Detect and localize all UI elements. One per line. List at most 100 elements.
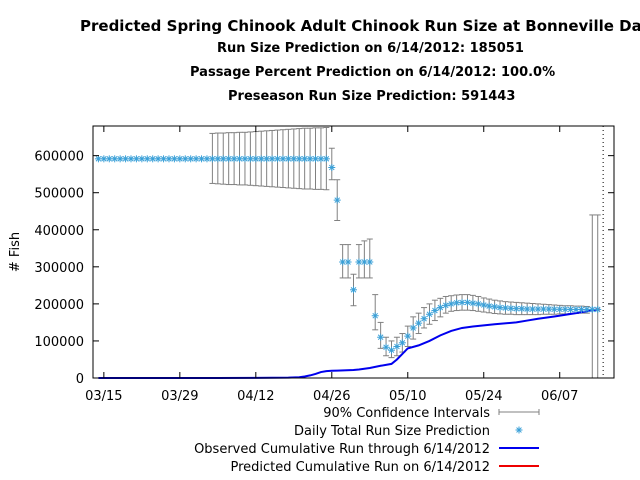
prediction-point <box>132 155 140 163</box>
star-stroke <box>524 306 530 312</box>
star-stroke <box>394 343 400 350</box>
star-stroke <box>432 307 438 314</box>
y-tick-label: 0 <box>76 372 84 387</box>
star-stroke <box>426 311 433 318</box>
star-stroke <box>459 299 465 306</box>
prediction-point <box>561 305 569 313</box>
star-stroke <box>448 301 454 307</box>
star-stroke <box>106 156 113 162</box>
star-stroke <box>442 302 449 309</box>
star-stroke <box>556 306 563 313</box>
prediction-point <box>328 164 336 172</box>
star-stroke <box>508 305 514 312</box>
preseason-subtitle: Preseason Run Size Prediction: 591443 <box>228 89 516 104</box>
star-stroke <box>584 306 590 313</box>
prediction-point <box>387 346 395 354</box>
star-stroke <box>95 156 102 162</box>
prediction-point <box>333 196 341 204</box>
star-stroke <box>334 197 341 203</box>
star-stroke <box>578 306 585 313</box>
prediction-point <box>257 155 265 163</box>
y-axis-label: # Fish <box>8 232 23 272</box>
y-tick-label: 500000 <box>34 187 84 202</box>
star-stroke <box>594 306 601 313</box>
star-stroke <box>171 156 178 162</box>
star-stroke <box>187 156 194 162</box>
prediction-point <box>165 155 173 163</box>
star-stroke <box>589 306 596 313</box>
x-tick-label: 04/12 <box>237 389 274 404</box>
star-stroke <box>323 156 330 162</box>
y-tick-label: 300000 <box>34 261 84 276</box>
y-tick-label: 600000 <box>34 150 84 165</box>
star-stroke <box>198 156 205 162</box>
star-stroke <box>144 156 151 162</box>
legend-label: Observed Cumulative Run through 6/14/201… <box>194 442 490 457</box>
star-stroke <box>285 156 292 162</box>
star-stroke <box>513 305 520 312</box>
prediction-point <box>474 300 482 308</box>
prediction-point <box>404 332 412 340</box>
prediction-point <box>284 155 292 163</box>
prediction-point <box>350 286 357 294</box>
prediction-point <box>398 339 406 347</box>
prediction-point <box>431 307 439 315</box>
plot-frame <box>92 125 615 379</box>
star-stroke <box>497 304 503 311</box>
star-stroke <box>177 156 183 162</box>
prediction-point <box>425 310 433 318</box>
star-stroke <box>502 305 509 311</box>
star-stroke <box>296 156 303 162</box>
star-stroke <box>312 156 319 162</box>
star-stroke <box>269 156 275 162</box>
star-stroke <box>328 164 335 171</box>
prediction-point <box>491 303 499 311</box>
star-stroke <box>101 156 107 162</box>
prediction-point <box>594 305 602 313</box>
star-stroke <box>166 156 172 162</box>
star-stroke <box>573 306 579 313</box>
star-stroke <box>518 305 525 312</box>
legend-label: 90% Confidence Intervals <box>323 406 490 421</box>
axes-layer: 0 100000 200000 300000 400000 500000 600000 03/… <box>34 125 615 404</box>
star-stroke <box>301 156 308 162</box>
prediction-point <box>420 315 428 323</box>
star-stroke <box>421 315 427 322</box>
x-tick-label: 04/26 <box>313 389 350 404</box>
prediction-point <box>415 319 423 327</box>
y-tick-label: 100000 <box>34 335 84 350</box>
star-stroke <box>491 304 498 310</box>
star-stroke <box>236 156 243 162</box>
prediction-point <box>409 324 417 332</box>
prediction-point <box>480 301 488 309</box>
star-stroke <box>339 259 346 265</box>
prediction-point <box>263 155 271 163</box>
star-stroke <box>139 156 145 162</box>
prediction-point <box>198 155 206 163</box>
prediction-point <box>442 301 450 309</box>
star-stroke <box>149 156 156 162</box>
star-stroke <box>529 306 536 312</box>
prediction-point <box>312 155 320 163</box>
star-stroke <box>274 156 281 162</box>
star-stroke <box>464 299 471 306</box>
star-stroke <box>562 306 568 313</box>
passage-percent-subtitle: Passage Percent Prediction on 6/14/2012:… <box>190 65 556 80</box>
chart-title: Predicted Spring Chinook Adult Chinook R… <box>80 17 640 35</box>
star-stroke <box>193 156 199 162</box>
star-stroke <box>377 334 384 341</box>
star-stroke <box>404 333 411 339</box>
star-stroke <box>551 306 558 313</box>
prediction-point <box>382 343 390 351</box>
prediction-point <box>192 155 200 163</box>
star-stroke <box>350 286 357 293</box>
star-stroke <box>117 156 123 162</box>
star-stroke <box>540 306 547 312</box>
star-stroke <box>290 156 297 162</box>
prediction-point <box>458 298 466 306</box>
legend-label: Predicted Cumulative Run on 6/14/2012 <box>230 460 490 475</box>
star-stroke <box>258 156 265 162</box>
prediction-point <box>366 258 374 266</box>
star-stroke <box>361 259 368 265</box>
